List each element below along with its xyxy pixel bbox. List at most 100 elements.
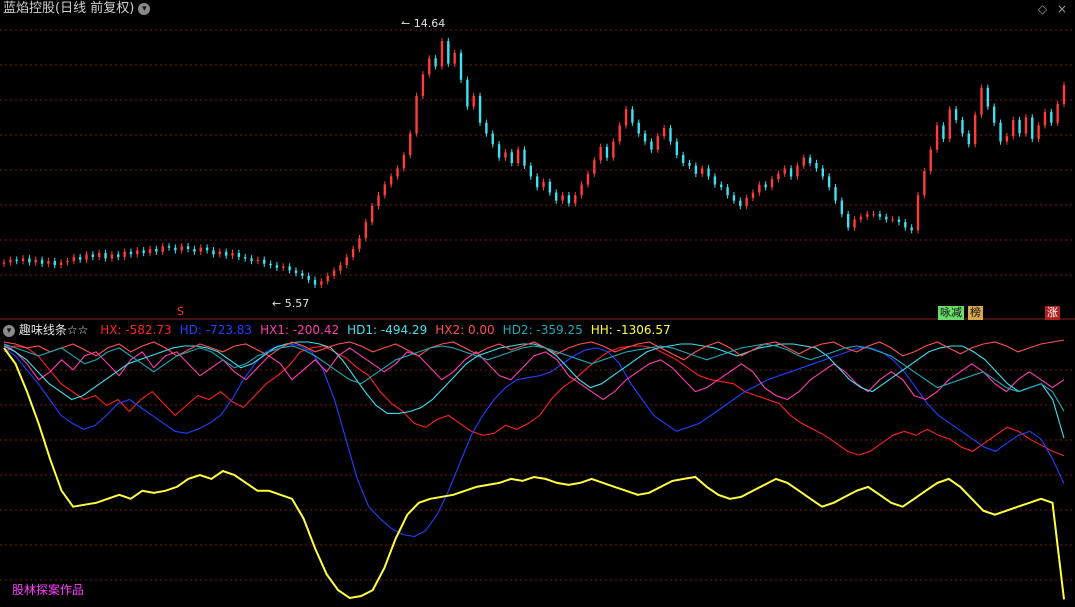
candle-body — [1037, 125, 1040, 139]
candle-body — [751, 192, 755, 198]
candle-body — [212, 250, 215, 255]
candle-body — [85, 254, 88, 260]
candle-body — [631, 109, 634, 123]
candle-body — [802, 157, 805, 166]
candle-body — [891, 219, 894, 221]
legend-hx2: HX2: 0.00 — [435, 323, 495, 337]
candle-body — [789, 168, 793, 177]
legend-hx1: HX1: -200.42 — [260, 323, 340, 337]
candle-body — [47, 261, 50, 264]
legend-hd1: HD1: -494.29 — [347, 323, 428, 337]
signal-s-marker: S — [177, 305, 184, 318]
candle-body — [117, 254, 120, 258]
candle-body — [567, 195, 571, 204]
candle-body — [866, 214, 869, 217]
legend-items: HX: -582.73 HD: -723.83 HX1: -200.42 HD1: -… — [92, 323, 670, 337]
candle-body — [161, 246, 164, 252]
candle-body — [1043, 112, 1047, 126]
candle-body — [345, 257, 348, 266]
grid — [0, 29, 1075, 581]
candle-body — [326, 275, 329, 282]
candle-body — [599, 146, 602, 161]
candle-body — [301, 273, 304, 276]
indicator-legend: ▾ 趣味线条☆☆ HX: -582.73 HD: -723.83 HX1: -200… — [3, 323, 671, 337]
candle-body — [1050, 112, 1053, 123]
candle-body — [739, 200, 742, 206]
candle-body — [650, 141, 653, 150]
candle-body — [377, 195, 380, 206]
candle-body — [383, 184, 387, 196]
candle-body — [1062, 85, 1066, 104]
candle-body — [586, 173, 590, 185]
candle-body — [980, 87, 983, 115]
badge-reduce-text: 减 — [951, 306, 962, 319]
candle-body — [104, 253, 107, 259]
candle-body — [808, 157, 812, 164]
candle-body — [110, 254, 114, 259]
candle-body — [269, 263, 272, 266]
badge-list: 榜 — [968, 306, 983, 320]
candle-body — [167, 246, 171, 248]
stock-title: 蓝焰控股(日线 前复权) — [3, 1, 135, 16]
candle-body — [28, 258, 31, 263]
badge-reduce: 咏减 — [938, 306, 964, 320]
line-hx1 — [3, 343, 1065, 401]
candle-body — [681, 154, 685, 164]
candle-body — [618, 125, 621, 142]
candle-body — [275, 265, 279, 268]
candle-body — [466, 79, 469, 107]
candle-body — [193, 248, 196, 252]
candle-body — [859, 216, 863, 220]
candle-body — [675, 141, 679, 155]
diamond-icon[interactable]: ◇ — [1037, 2, 1048, 16]
low-price-label: 5.57 — [284, 297, 310, 310]
chevron-down-icon[interactable]: ▾ — [3, 324, 15, 337]
candle-body — [574, 195, 577, 204]
candle-body — [1024, 117, 1028, 134]
candle-body — [872, 214, 875, 216]
candle-body — [688, 163, 691, 166]
candle-body — [897, 219, 901, 223]
candle-body — [34, 259, 37, 263]
candle-body — [491, 133, 494, 145]
candle-body — [821, 168, 825, 177]
chevron-down-icon[interactable]: ▾ — [138, 2, 151, 15]
candle-body — [973, 114, 977, 145]
candle-body — [992, 106, 996, 123]
candle-body — [364, 222, 367, 239]
candle-body — [999, 122, 1002, 142]
candle-body — [580, 184, 583, 196]
candle-body — [478, 95, 482, 123]
candle-body — [523, 149, 526, 166]
candle-body — [199, 247, 202, 252]
indicator-lines — [3, 339, 1065, 600]
candle-body — [66, 261, 69, 263]
candle-body — [339, 265, 342, 271]
candle-body — [669, 128, 672, 142]
close-icon[interactable]: × — [1056, 2, 1067, 16]
candle-body — [961, 120, 964, 134]
candle-body — [827, 176, 831, 188]
candle-body — [745, 197, 748, 206]
candle-body — [263, 259, 266, 264]
candle-body — [954, 109, 958, 121]
candle-body — [256, 259, 260, 262]
candle-body — [624, 109, 628, 126]
candle-body — [91, 254, 95, 258]
candle-body — [662, 128, 666, 137]
candle-body — [180, 246, 183, 251]
candle-body — [2, 262, 6, 264]
candle-body — [389, 176, 393, 185]
line-hx2 — [3, 339, 1065, 361]
candle-body — [605, 146, 609, 158]
candle-body — [459, 52, 463, 80]
legend-hd2: HD2: -359.25 — [502, 323, 583, 337]
line-hx — [3, 345, 1065, 457]
candle-body — [123, 251, 126, 258]
candle-body — [643, 133, 647, 142]
candle-body — [846, 214, 850, 228]
candle-body — [726, 187, 729, 196]
candle-body — [9, 259, 12, 263]
candle-body — [40, 259, 44, 264]
